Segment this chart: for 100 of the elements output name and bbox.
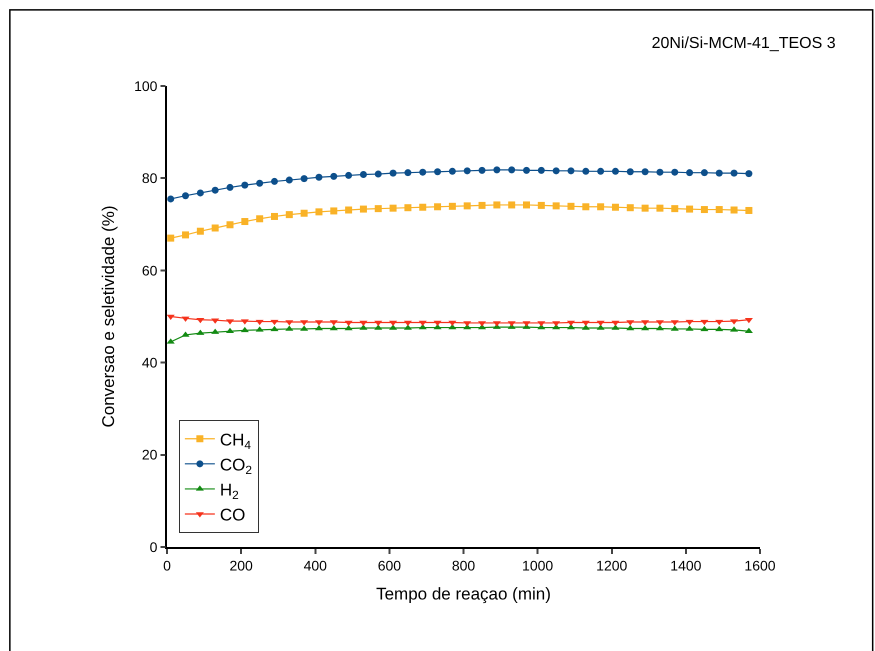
point [315,174,322,181]
x-tick-label: 1600 [744,558,776,574]
point [226,221,234,228]
point [434,168,442,176]
point [404,204,412,212]
point [641,320,650,326]
point [745,170,752,178]
point [345,206,352,214]
point [567,202,574,210]
point [211,318,220,324]
x-tick-label: 600 [378,558,402,574]
point [538,202,545,209]
point [256,326,264,332]
point [612,204,619,211]
x-tick-label: 800 [452,558,476,574]
point [226,184,234,191]
point [196,318,204,324]
point [256,180,264,187]
point [552,167,560,174]
y-tick-label: 20 [142,446,158,463]
point [256,320,264,326]
point [478,166,486,174]
chart-title: 20Ni/Si-MCM-41_TEOS 3 [652,34,836,52]
point [700,326,708,332]
point [745,206,752,214]
point [196,189,204,196]
y-tick-label: 0 [150,538,158,555]
legend-label: H$_{2}$ [220,480,240,502]
point [597,168,604,175]
point [597,203,604,210]
point [656,168,664,176]
x-tick-label: 400 [304,558,328,574]
x-tick-label: 1200 [596,558,628,574]
y-axis-title: Conversao e seletividade (%) [99,205,118,428]
legend-label: CO$_{2}$ [220,455,252,478]
point [730,206,738,214]
x-tick-label: 1400 [670,558,702,574]
point [715,326,724,332]
point [730,326,738,332]
point [285,320,294,326]
point [656,320,664,326]
point [508,201,516,208]
point [374,205,382,212]
y-tick-label: 40 [142,354,158,370]
point [567,167,574,174]
point [552,202,560,210]
point [286,211,293,218]
point [582,168,590,175]
point [523,201,530,208]
point [330,207,338,214]
point [671,205,678,212]
point [212,186,219,194]
point [670,320,679,326]
point [626,320,634,326]
point [300,320,308,326]
point [419,168,426,176]
point [182,231,190,238]
point [686,169,694,176]
point [300,210,308,217]
x-tick-label: 200 [229,558,254,574]
y-tick-label: 80 [142,170,158,186]
point [182,192,190,200]
point [493,166,500,174]
point [686,206,694,213]
point [374,170,382,178]
point [360,171,367,178]
point [700,169,708,176]
point [582,203,590,210]
point [240,326,249,332]
point [523,166,530,174]
point [241,182,248,189]
point [419,204,426,211]
point [360,206,367,213]
point [493,201,500,208]
point [448,168,456,175]
point [716,206,723,214]
point [478,202,486,209]
point [196,228,204,235]
point [167,195,174,202]
point [300,175,308,182]
point [256,215,264,222]
point [314,320,323,326]
x-tick-label: 1000 [522,558,554,574]
point [700,320,708,326]
point [716,170,723,177]
point [167,338,175,344]
point [464,167,471,174]
point [270,212,278,220]
point [730,319,738,325]
point [315,208,322,216]
point [715,320,724,326]
x-tick-label: 0 [163,558,172,574]
point [300,325,308,331]
point [241,218,248,226]
point [286,176,293,184]
y-tick-label: 60 [142,262,158,278]
point [642,168,649,176]
point [686,320,694,326]
point [538,166,545,174]
point [670,325,679,331]
